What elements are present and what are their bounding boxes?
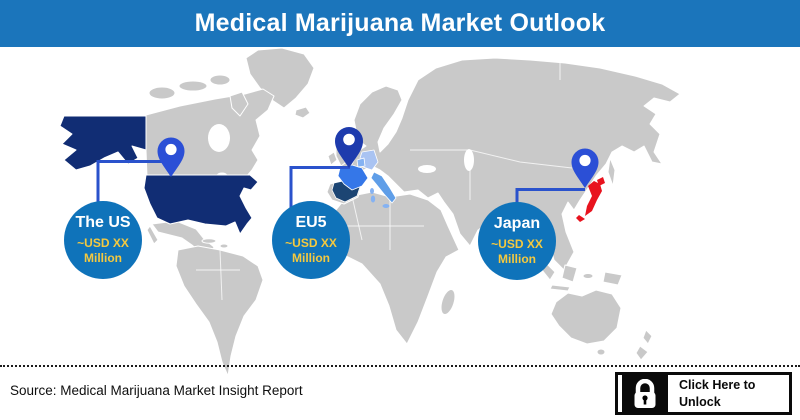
footer-divider [0, 365, 800, 367]
eu5-callout-circle: EU5 ~USD XX Million [272, 201, 350, 279]
japan-highlight [585, 181, 602, 216]
region-unit: Million [498, 252, 536, 266]
italy-highlight [370, 171, 397, 204]
us-map-pin-icon [157, 137, 185, 177]
us-connector-line [96, 160, 170, 206]
greenland-shape [245, 47, 315, 109]
region-unit: Million [292, 251, 330, 265]
unlock-button-spacer [618, 375, 622, 412]
callout-connectors [96, 160, 585, 208]
eu5-connector-line [289, 166, 350, 208]
south-america-shape [175, 245, 264, 377]
region-name: Japan [493, 215, 541, 232]
source-text: Source: Medical Marijuana Market Insight… [10, 383, 303, 398]
japan-connector-line [515, 188, 585, 206]
region-unit: Million [84, 251, 122, 265]
region-value: ~USD XX [491, 237, 543, 251]
page-title: Medical Marijuana Market Outlook [194, 9, 606, 37]
lock-icon [622, 375, 668, 412]
title-bar: Medical Marijuana Market Outlook [0, 0, 800, 47]
region-value: ~USD XX [285, 236, 337, 250]
pins-layer [157, 127, 599, 188]
country-borders [196, 63, 573, 301]
region-name: The US [75, 214, 131, 231]
highlight-layer [59, 115, 605, 235]
australia-shape [550, 289, 622, 345]
japan-map-pin-icon [571, 148, 599, 188]
unlock-button[interactable]: Click Here to Unlock [615, 372, 792, 415]
unlock-button-label: Click Here to Unlock [679, 378, 756, 409]
eurasia-shape [337, 57, 681, 271]
eu5-map-pin-icon [335, 127, 363, 168]
region-value: ~USD XX [77, 236, 129, 250]
japan-callout-circle: Japan ~USD XX Million [478, 202, 556, 280]
france-highlight [337, 164, 369, 191]
africa-shape [330, 191, 460, 345]
us-highlight [143, 174, 259, 235]
us-callout-circle: The US ~USD XX Million [64, 201, 142, 279]
benelux-highlight [356, 157, 366, 168]
region-name: EU5 [295, 214, 327, 231]
